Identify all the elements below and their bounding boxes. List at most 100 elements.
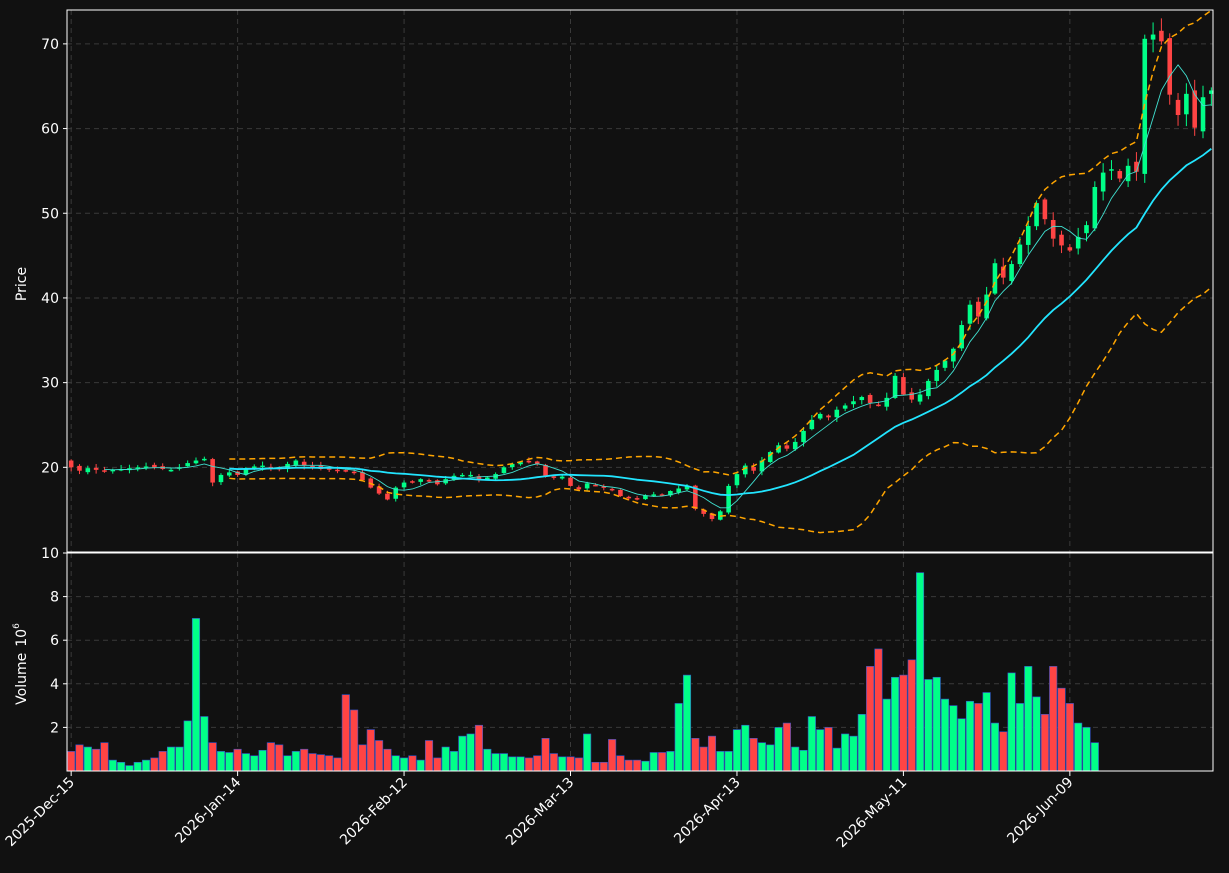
- candle-body: [634, 498, 640, 500]
- candle: [851, 395, 856, 408]
- volume-bar: [474, 724, 484, 772]
- candle: [501, 466, 507, 474]
- candle: [1059, 230, 1064, 254]
- volume-bar: [774, 727, 783, 772]
- candle: [759, 456, 765, 476]
- volume-bar: [516, 756, 525, 772]
- candle: [867, 393, 873, 409]
- candle-body: [1109, 169, 1114, 171]
- candle-body: [1150, 34, 1156, 40]
- candle-body: [734, 474, 740, 486]
- bollinger-upper-line: [229, 10, 1212, 476]
- candle-body: [251, 466, 257, 468]
- candle-body: [584, 483, 590, 489]
- volume-bar: [366, 729, 375, 772]
- volume-bar: [524, 757, 533, 772]
- candle-body: [534, 461, 540, 464]
- candle-body: [917, 394, 923, 402]
- candle: [476, 474, 482, 483]
- candle: [984, 286, 989, 321]
- volume-bar: [449, 751, 459, 772]
- candle: [1009, 260, 1014, 285]
- candle: [410, 480, 415, 484]
- candle: [1150, 22, 1156, 53]
- candle-body: [152, 464, 157, 468]
- volume-bar: [1049, 666, 1058, 772]
- candle-body: [193, 460, 199, 464]
- volume-bar: [150, 757, 159, 772]
- price-tick-label: 30: [41, 376, 59, 392]
- volume-bar: [300, 748, 309, 772]
- volume-bar: [641, 760, 650, 772]
- volume-bar: [1015, 703, 1024, 772]
- volume-bar: [92, 748, 101, 772]
- candle-body: [1000, 266, 1006, 278]
- price-tick-label: 50: [41, 206, 59, 222]
- candle-body: [776, 445, 781, 453]
- volume-bar: [508, 756, 517, 772]
- candle: [568, 476, 573, 487]
- volume-bar: [707, 735, 717, 772]
- volume-bar: [83, 746, 92, 772]
- volume-bar: [732, 729, 742, 772]
- candle-body: [601, 486, 607, 488]
- volume-axis-label-text: Volume: [14, 653, 30, 705]
- candle-body: [643, 495, 648, 500]
- volume-bar: [1074, 722, 1083, 772]
- candle-body: [959, 325, 964, 349]
- volume-bar: [807, 716, 816, 772]
- candle: [1092, 181, 1098, 232]
- candle-body: [967, 304, 973, 324]
- candle-body: [484, 477, 490, 480]
- candle-body: [651, 494, 657, 496]
- candle-body: [210, 459, 215, 483]
- candle: [1075, 227, 1081, 255]
- volume-bar: [491, 753, 500, 772]
- candle-body: [576, 487, 582, 490]
- candle-body: [901, 377, 906, 395]
- candle-body: [1067, 247, 1073, 251]
- candle: [584, 481, 590, 491]
- candle-body: [826, 415, 831, 418]
- price-tick-label: 70: [41, 37, 59, 53]
- candle-body: [759, 460, 765, 472]
- candle: [293, 459, 299, 469]
- candle-body: [435, 480, 440, 485]
- candle: [1084, 221, 1089, 242]
- volume-bar: [899, 674, 908, 772]
- candle-body: [501, 467, 507, 474]
- volume-axis-label: Volume 106: [12, 623, 30, 705]
- candle: [460, 472, 465, 477]
- volume-bar: [333, 757, 342, 772]
- candle-body: [1017, 244, 1023, 265]
- volume-bar: [283, 755, 292, 772]
- candle: [360, 469, 365, 482]
- candle-body: [310, 465, 315, 468]
- volume-bar: [483, 748, 492, 772]
- candle-body: [360, 472, 365, 481]
- volume-frame: [66, 552, 1214, 772]
- volume-bar: [716, 751, 725, 772]
- candle-body: [1125, 165, 1131, 182]
- candle-body: [1009, 264, 1014, 281]
- candle: [435, 479, 440, 486]
- volume-bar: [533, 755, 542, 772]
- candle-body: [726, 485, 731, 513]
- volume-bar: [499, 753, 508, 772]
- candle-body: [709, 513, 715, 519]
- candle: [468, 471, 473, 477]
- volume-bar: [574, 757, 583, 772]
- volume-bar: [108, 759, 117, 772]
- volume-bar: [67, 751, 76, 772]
- volume-bar: [757, 742, 766, 772]
- volume-bar: [466, 733, 475, 772]
- volume-axis-label-exponent: 6: [12, 623, 22, 629]
- candle-body: [518, 462, 523, 465]
- volume-bar: [158, 751, 167, 772]
- candle: [376, 483, 382, 496]
- candle-body: [876, 404, 881, 407]
- candle-body: [992, 263, 998, 294]
- candle-body: [202, 458, 207, 461]
- candle: [218, 473, 224, 485]
- bollinger-lower-line: [229, 286, 1212, 534]
